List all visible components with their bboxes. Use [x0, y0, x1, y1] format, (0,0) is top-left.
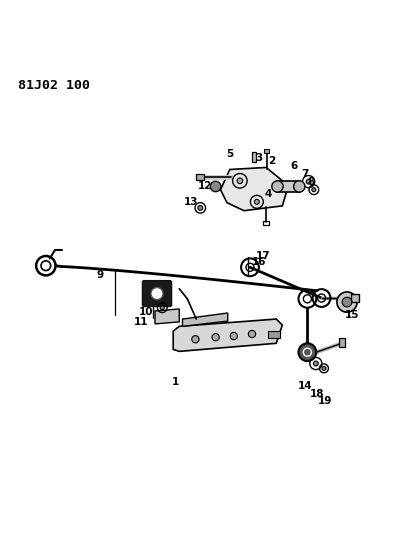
Text: 12: 12 [198, 181, 213, 191]
Text: 2: 2 [269, 156, 276, 166]
Text: 5: 5 [226, 149, 233, 159]
Text: 10: 10 [139, 307, 153, 317]
Bar [352, 294, 359, 302]
Circle shape [312, 188, 316, 192]
Text: 18: 18 [309, 389, 324, 399]
Circle shape [198, 205, 203, 211]
Text: 3: 3 [256, 153, 263, 163]
Text: 17: 17 [256, 252, 271, 261]
Text: 11: 11 [133, 317, 148, 327]
Circle shape [230, 333, 237, 340]
Circle shape [254, 199, 259, 204]
Circle shape [160, 306, 164, 310]
Bar [268, 331, 280, 337]
Text: 13: 13 [183, 197, 198, 207]
Circle shape [293, 181, 305, 192]
Polygon shape [182, 313, 228, 326]
Circle shape [342, 297, 352, 307]
Text: 81J02 100: 81J02 100 [18, 78, 90, 92]
Circle shape [212, 334, 219, 341]
Polygon shape [155, 309, 179, 324]
Circle shape [248, 330, 256, 337]
Text: 15: 15 [345, 310, 359, 320]
Circle shape [192, 336, 199, 343]
Text: 8: 8 [307, 177, 314, 188]
Circle shape [210, 181, 221, 192]
Bar [264, 149, 269, 154]
FancyBboxPatch shape [142, 281, 172, 306]
Polygon shape [173, 319, 282, 351]
Circle shape [272, 181, 283, 192]
Text: 16: 16 [252, 257, 267, 268]
Text: 1: 1 [172, 377, 179, 387]
Circle shape [322, 366, 326, 370]
Circle shape [313, 361, 318, 366]
Circle shape [306, 179, 311, 184]
Text: 7: 7 [302, 169, 309, 179]
Bar [339, 338, 345, 347]
Circle shape [298, 343, 316, 361]
Bar [277, 181, 300, 192]
Text: 6: 6 [291, 161, 298, 171]
Text: 9: 9 [97, 270, 104, 280]
Text: 19: 19 [317, 395, 332, 406]
Circle shape [151, 287, 163, 300]
Polygon shape [221, 167, 289, 211]
Bar [263, 221, 269, 225]
Bar [196, 174, 204, 180]
Circle shape [237, 178, 243, 184]
Circle shape [337, 292, 357, 312]
Text: 14: 14 [298, 381, 313, 391]
Text: 4: 4 [265, 189, 272, 199]
Bar [252, 152, 256, 163]
